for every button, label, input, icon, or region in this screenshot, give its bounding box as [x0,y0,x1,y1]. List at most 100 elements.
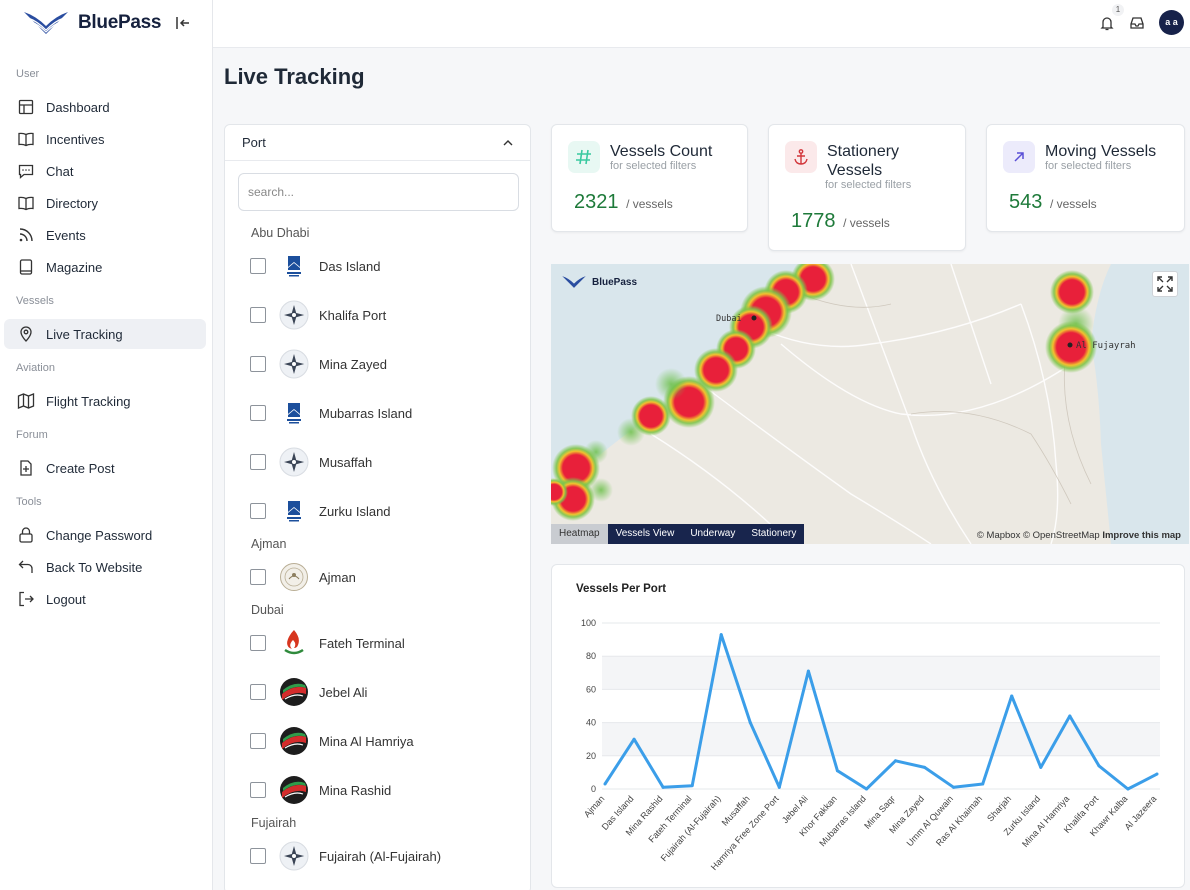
data-point [923,765,927,769]
sidebar-item-live-tracking[interactable]: Live Tracking [4,319,206,349]
data-point [981,782,985,786]
map-tab-stationery[interactable]: Stationery [743,524,805,544]
grid-band [602,722,1160,756]
inbox-icon[interactable] [1128,14,1146,32]
map-city-label: Al Fujayrah [1076,341,1136,351]
stationery-vessels-subtitle: for selected filters [825,179,912,191]
port-checkbox[interactable] [250,733,266,749]
sidebar-item-magazine[interactable]: Magazine [4,252,206,282]
location-pin-icon [20,326,32,342]
port-search-input[interactable] [238,173,519,211]
book-icon [18,132,34,147]
sidebar-item-logout[interactable]: Logout [4,584,206,614]
compass-logo-icon [279,349,309,379]
port-option-mina-zayed[interactable]: Mina Zayed [250,348,520,380]
vessel-heatmap[interactable]: BluePass Dubai Al Fujayrah Heatmap Vessel… [551,264,1189,544]
port-filter-label: Port [242,135,266,150]
port-checkbox[interactable] [250,405,266,421]
tablet-icon [19,259,33,275]
sidebar-item-events[interactable]: Events [4,220,206,250]
map-brand: BluePass [561,274,637,290]
port-option-ajman[interactable]: Ajman [250,561,520,593]
x-tick-label: Jebel Ali [780,794,810,826]
data-point [1039,765,1043,769]
x-tick-label: Ajman [582,794,607,820]
port-checkbox[interactable] [250,635,266,651]
sidebar-item-label: Directory [46,195,99,211]
sidebar-item-create-post[interactable]: Create Post [4,453,206,483]
moving-vessels-title: Moving Vessels [1045,143,1157,160]
port-checkbox[interactable] [250,258,266,274]
y-tick-label: 20 [586,751,596,761]
sidebar-item-label: Live Tracking [46,326,123,342]
port-checkbox[interactable] [250,356,266,372]
moving-vessels-value: 543 [1009,191,1043,213]
port-option-das-island[interactable]: Das Island [250,250,520,282]
port-option-mubarras-island[interactable]: Mubarras Island [250,397,520,429]
port-checkbox[interactable] [250,569,266,585]
compass-logo-icon [279,300,309,330]
port-option-fujairah-al-fujairah[interactable]: Fujairah (Al-Fujairah) [250,840,520,872]
sidebar-item-change-password[interactable]: Change Password [4,520,206,550]
page-title: Live Tracking [224,64,365,89]
bell-icon[interactable] [1098,14,1116,32]
port-checkbox[interactable] [250,307,266,323]
sidebar-item-flight-tracking[interactable]: Flight Tracking [4,386,206,416]
port-option-fateh-terminal[interactable]: Fateh Terminal [250,627,520,659]
port-option-musaffah[interactable]: Musaffah [250,446,520,478]
port-name: Khalifa Port [319,307,387,323]
dp-world-logo-icon [279,677,309,707]
map-tab-underway[interactable]: Underway [682,524,744,544]
port-option-zurku-island[interactable]: Zurku Island [250,495,520,527]
port-group-label: Ajman [251,537,287,551]
port-filter-header[interactable]: Port [225,125,530,161]
data-point [894,759,898,763]
brand[interactable]: BluePass [22,8,161,38]
port-group-label: Fujairah [251,816,297,830]
compass-logo-icon [279,447,309,477]
fullscreen-button[interactable] [1152,271,1178,297]
sidebar-item-back-to-website[interactable]: Back To Website [4,552,206,582]
user-avatar[interactable]: a a [1159,10,1184,35]
adnoc-logo-icon [279,496,309,526]
port-name: Zurku Island [319,503,391,519]
moving-vessels-card: Moving Vessels for selected filters 543 … [986,124,1185,232]
sidebar-item-chat[interactable]: Chat [4,156,206,186]
data-point [864,787,868,791]
logout-icon [19,591,34,607]
port-checkbox[interactable] [250,454,266,470]
stationery-vessels-title: Stationery Vessels [827,143,900,179]
data-point [632,737,636,741]
port-checkbox[interactable] [250,848,266,864]
sidebar-item-directory[interactable]: Directory [4,188,206,218]
port-option-mina-rashid[interactable]: Mina Rashid [250,774,520,806]
map-canvas[interactable] [551,264,1189,544]
map-attribution: © Mapbox © OpenStreetMap Improve this ma… [977,530,1181,541]
vessels-per-port-chart-card: Vessels Per Port 0 20 40 60 80 100 Ajman Das Is… [551,564,1185,888]
collapse-sidebar-icon[interactable] [174,14,192,32]
stationery-vessels-unit: / vessels [843,216,890,230]
port-name: Mina Al Hamriya [319,733,414,749]
sidebar-item-dashboard[interactable]: Dashboard [4,92,206,122]
port-name: Fateh Terminal [319,635,405,651]
data-point [1155,772,1159,776]
port-option-jebel-ali[interactable]: Jebel Ali [250,676,520,708]
arrow-up-right-icon [1003,141,1035,173]
map-attribution-text[interactable]: © Mapbox © OpenStreetMap [976,530,1100,541]
sidebar-item-incentives[interactable]: Incentives [4,124,206,154]
port-option-mina-al-hamriya[interactable]: Mina Al Hamriya [250,725,520,757]
data-point [690,784,694,788]
map-tab-heatmap[interactable]: Heatmap [551,524,608,544]
port-checkbox[interactable] [250,684,266,700]
port-checkbox[interactable] [250,782,266,798]
port-name: Fujairah (Al-Fujairah) [319,848,442,864]
sidebar: BluePass User Dashboard Incentives Chat Dire… [0,0,213,890]
port-option-khalifa-port[interactable]: Khalifa Port [250,299,520,331]
port-checkbox[interactable] [250,503,266,519]
port-name: Mubarras Island [319,405,413,421]
map-tab-vessels-view[interactable]: Vessels View [607,524,683,544]
vessels-count-value: 2321 [574,191,619,213]
improve-map-link[interactable]: Improve this map [1102,530,1181,541]
stationery-vessels-value-row: 1778 / vessels [791,210,890,233]
